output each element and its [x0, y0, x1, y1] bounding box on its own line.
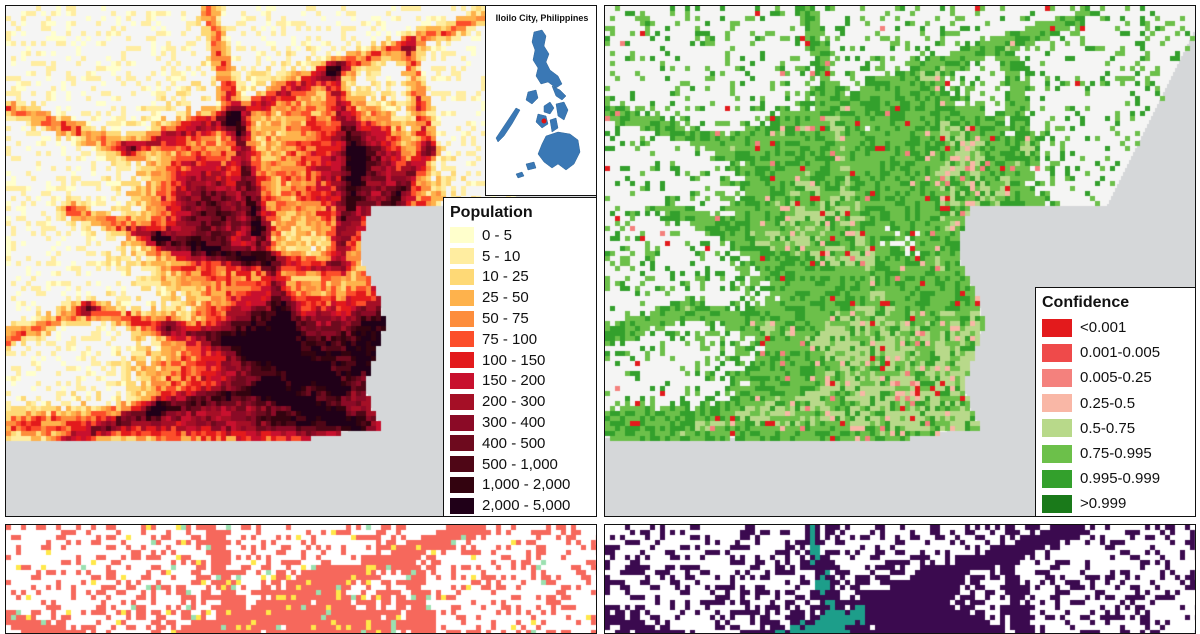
legend-item: 0.001-0.005: [1042, 340, 1190, 365]
legend-item: 300 - 400: [450, 412, 591, 433]
legend-swatch: [450, 289, 474, 306]
legend-item: 0.75-0.995: [1042, 441, 1190, 466]
legend-swatch: [450, 227, 474, 244]
legend-swatch: [450, 331, 474, 348]
legend-swatch: [450, 497, 474, 514]
legend-item: 400 - 500: [450, 433, 591, 454]
confidence-legend: Confidence <0.001 0.001-0.005 0.005-0.25 0.…: [1035, 287, 1195, 516]
legend-item: 200 - 300: [450, 391, 591, 412]
legend-item: 100 - 150: [450, 350, 591, 371]
confidence-map-panel: Confidence <0.001 0.001-0.005 0.005-0.25 0.…: [604, 5, 1196, 517]
legend-label: 400 - 500: [482, 434, 546, 452]
legend-label: 0.75-0.995: [1080, 445, 1152, 463]
legend-label: 25 - 50: [482, 289, 529, 307]
legend-label: 2,000 - 5,000: [482, 497, 571, 515]
bottom-left-map-panel: [5, 524, 597, 634]
legend-swatch: [1042, 494, 1072, 513]
legend-item: 500 - 1,000: [450, 454, 591, 475]
legend-item: 0.25-0.5: [1042, 391, 1190, 416]
legend-item: 150 - 200: [450, 371, 591, 392]
legend-swatch: [450, 435, 474, 452]
legend-label: 0.995-0.999: [1080, 470, 1161, 488]
legend-item: 0.005-0.25: [1042, 365, 1190, 390]
legend-label: 100 - 150: [482, 351, 546, 369]
bottom-right-map-panel: [604, 524, 1196, 634]
legend-swatch: [450, 248, 474, 265]
legend-swatch: [450, 372, 474, 389]
legend-item: >0.999: [1042, 491, 1190, 516]
legend-swatch: [450, 414, 474, 431]
legend-swatch: [450, 268, 474, 285]
legend-item: 5 - 10: [450, 246, 591, 267]
legend-swatch: [450, 352, 474, 369]
legend-label: 10 - 25: [482, 268, 529, 286]
legend-item: 50 - 75: [450, 308, 591, 329]
bottom-left-map-canvas[interactable]: [6, 525, 596, 633]
legend-swatch: [1042, 444, 1072, 463]
legend-label: 50 - 75: [482, 310, 529, 328]
legend-label: 0.25-0.5: [1080, 394, 1136, 412]
legend-swatch: [1042, 394, 1072, 413]
legend-label: 75 - 100: [482, 330, 538, 348]
legend-swatch: [1042, 419, 1072, 438]
legend-swatch: [450, 456, 474, 473]
legend-item: 75 - 100: [450, 329, 591, 350]
legend-item: 0.5-0.75: [1042, 416, 1190, 441]
legend-title: Population: [450, 204, 533, 221]
legend-label: 200 - 300: [482, 393, 546, 411]
legend-label: >0.999: [1080, 495, 1127, 513]
legend-swatch: [450, 476, 474, 493]
legend-swatch: [450, 310, 474, 327]
legend-item: 25 - 50: [450, 287, 591, 308]
legend-item: 0 - 5: [450, 225, 591, 246]
legend-label: 500 - 1,000: [482, 455, 558, 473]
legend-label: 0.001-0.005: [1080, 344, 1161, 362]
legend-label: 300 - 400: [482, 414, 546, 432]
legend-item: 2,000 - 5,000: [450, 495, 591, 516]
legend-item: 1,000 - 2,000: [450, 475, 591, 496]
philippines-outline-icon: [495, 29, 581, 179]
legend-label: 0.005-0.25: [1080, 369, 1152, 387]
legend-swatch: [1042, 343, 1072, 362]
legend-item: 0.995-0.999: [1042, 466, 1190, 491]
legend-swatch: [1042, 318, 1072, 337]
bottom-right-map-canvas[interactable]: [605, 525, 1195, 633]
legend-label: 150 - 200: [482, 372, 546, 390]
legend-label: 1,000 - 2,000: [482, 476, 571, 494]
legend-label: 5 - 10: [482, 247, 521, 265]
population-legend: Population 0 - 5 5 - 10 10 - 25 25 - 50 50 -…: [443, 197, 596, 516]
legend-label: 0 - 5: [482, 226, 513, 244]
legend-item: <0.001: [1042, 315, 1190, 340]
legend-swatch: [450, 393, 474, 410]
legend-swatch: [1042, 368, 1072, 387]
location-inset-map: Iloilo City, Philippines: [485, 6, 596, 196]
location-marker-icon: [541, 118, 547, 124]
legend-label: 0.5-0.75: [1080, 419, 1136, 437]
legend-title: Confidence: [1042, 294, 1130, 311]
population-map-panel: Iloilo City, Philippines: [5, 5, 597, 517]
legend-swatch: [1042, 469, 1072, 488]
legend-label: <0.001: [1080, 319, 1127, 337]
legend-item: 10 - 25: [450, 267, 591, 288]
inset-title: Iloilo City, Philippines: [495, 13, 589, 23]
